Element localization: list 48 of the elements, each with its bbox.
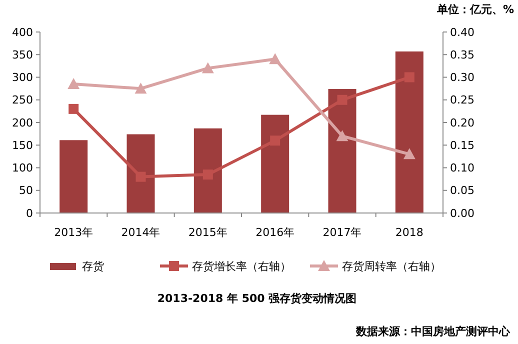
bar bbox=[395, 51, 424, 213]
point bbox=[68, 104, 79, 114]
point bbox=[404, 72, 414, 82]
point bbox=[136, 172, 146, 182]
x-tick-label: 2014年 bbox=[121, 226, 160, 239]
y-tick-label: 300 bbox=[12, 71, 33, 84]
x-tick-label: 2015年 bbox=[188, 226, 228, 239]
y2-tick-label: 0.15 bbox=[450, 138, 474, 152]
y-tick-label: 250 bbox=[12, 94, 33, 107]
point bbox=[202, 62, 214, 74]
source-note: 数据来源：中国房地产测评中心 bbox=[355, 325, 511, 338]
y2-tick-label: 0.30 bbox=[450, 71, 474, 84]
bar bbox=[261, 114, 290, 213]
legend-label: 存货周转率（右轴） bbox=[342, 260, 441, 273]
y2-tick-label: 0.05 bbox=[450, 184, 474, 198]
bar bbox=[126, 134, 155, 213]
y-tick-label: 150 bbox=[12, 138, 33, 152]
text: 单位：亿元、% bbox=[436, 3, 514, 16]
point bbox=[336, 130, 348, 142]
y2-tick-label: 0.10 bbox=[450, 162, 474, 175]
y2-tick-label: 0.40 bbox=[450, 26, 474, 39]
point bbox=[337, 94, 348, 105]
y-tick-label: 400 bbox=[12, 26, 33, 39]
x-tick-label: 2017年 bbox=[322, 226, 362, 239]
point bbox=[202, 170, 213, 180]
legend-label: 存货增长率（右轴） bbox=[192, 260, 291, 273]
x-tick-label: 2013年 bbox=[54, 226, 94, 239]
y-tick-label: 0 bbox=[26, 206, 33, 220]
y2-tick-label: 0.35 bbox=[450, 48, 474, 62]
y2-tick-label: 0.00 bbox=[450, 206, 474, 220]
bar bbox=[194, 128, 222, 213]
y-tick-label: 200 bbox=[12, 116, 33, 130]
bar bbox=[328, 89, 356, 213]
y2-tick-label: 0.20 bbox=[450, 116, 474, 130]
point bbox=[134, 82, 147, 94]
point bbox=[403, 148, 416, 160]
point bbox=[270, 136, 280, 146]
y-tick-label: 350 bbox=[12, 48, 33, 62]
point bbox=[68, 78, 80, 90]
point bbox=[269, 53, 282, 64]
y-tick-label: 100 bbox=[12, 162, 33, 175]
legend-label: 存货 bbox=[82, 260, 104, 273]
y2-tick-label: 0.25 bbox=[450, 94, 474, 107]
bar bbox=[60, 140, 88, 213]
x-tick-label: 2016年 bbox=[256, 226, 295, 239]
y-tick-label: 50 bbox=[19, 184, 33, 198]
text: 2013-2018 年 500 强存货变动情况图 bbox=[157, 292, 357, 305]
x-tick-label: 2018 bbox=[395, 226, 424, 239]
